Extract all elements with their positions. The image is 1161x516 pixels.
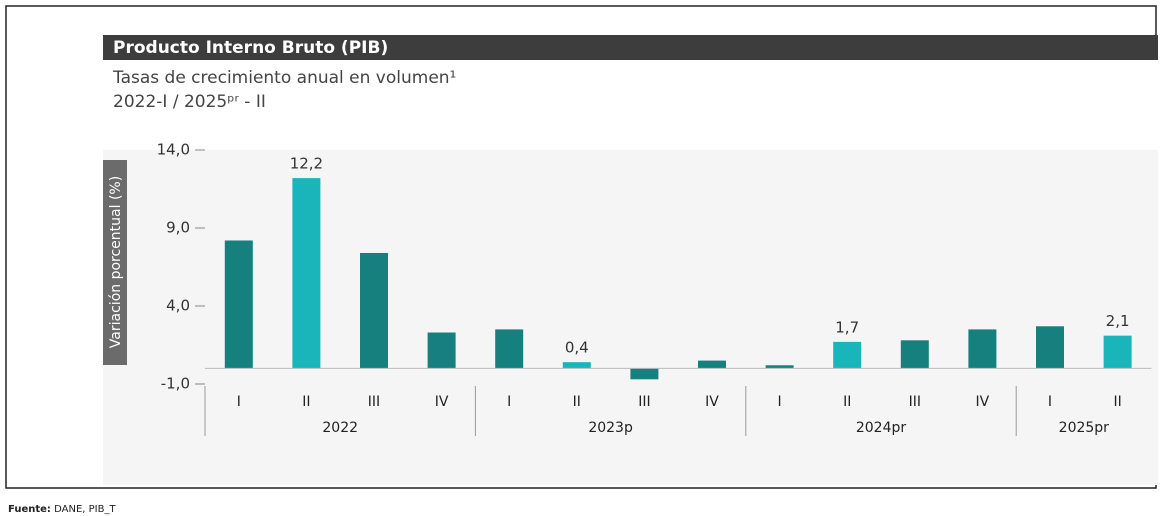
bar (495, 329, 524, 369)
y-tick-label: 4,0 (166, 297, 190, 315)
subtitle: Tasas de crecimiento anual en volumen¹ (112, 68, 456, 88)
title-bar (103, 35, 1158, 60)
bar (1036, 326, 1064, 369)
x-tick-label: I (237, 394, 241, 410)
x-tick-label: IV (705, 394, 719, 410)
bar (1103, 335, 1132, 369)
value-label: 2,1 (1106, 312, 1130, 330)
header-bg (103, 60, 1158, 150)
source: Fuente: DANE, PIB_T (8, 504, 116, 515)
y-tick-label: 14,0 (157, 141, 190, 159)
bar (765, 365, 794, 369)
bar (833, 341, 862, 369)
value-label: 12,2 (290, 155, 323, 173)
bar (630, 368, 659, 380)
group-label: 2023p (588, 420, 633, 436)
x-tick-label: II (573, 394, 581, 410)
group-label: 2022 (322, 420, 358, 436)
y-tick-label: -1,0 (161, 375, 190, 393)
y-axis-label: Variación porcentual (%) (108, 176, 124, 348)
x-tick-label: I (507, 394, 511, 410)
x-tick-label: IV (435, 394, 449, 410)
y-label-box (103, 160, 127, 365)
bar (224, 240, 253, 369)
value-label: 1,7 (835, 318, 859, 336)
chart-title: Producto Interno Bruto (PIB) (113, 38, 388, 58)
source-label: Fuente: (8, 504, 51, 515)
x-tick-label: III (909, 394, 921, 410)
bar (562, 362, 591, 369)
x-tick-label: II (843, 394, 851, 410)
x-tick-label: I (778, 394, 782, 410)
bar (698, 360, 726, 369)
y-tick-label: 9,0 (166, 219, 190, 237)
bar (968, 329, 997, 369)
x-tick-label: III (368, 394, 380, 410)
bar (427, 332, 456, 369)
bar (900, 340, 929, 369)
x-tick-label: II (1113, 394, 1121, 410)
source-text: DANE, PIB_T (54, 504, 116, 515)
x-tick-label: III (638, 394, 650, 410)
group-label: 2024pr (856, 420, 907, 436)
value-label: 0,4 (565, 339, 589, 357)
x-tick-label: I (1048, 394, 1052, 410)
subtitle: 2022-I / 2025ᵖʳ - II (113, 92, 266, 112)
x-tick-label: IV (976, 394, 990, 410)
bar (360, 252, 388, 369)
x-tick-label: II (302, 394, 310, 410)
bar (292, 178, 321, 369)
group-label: 2025pr (1059, 420, 1110, 436)
